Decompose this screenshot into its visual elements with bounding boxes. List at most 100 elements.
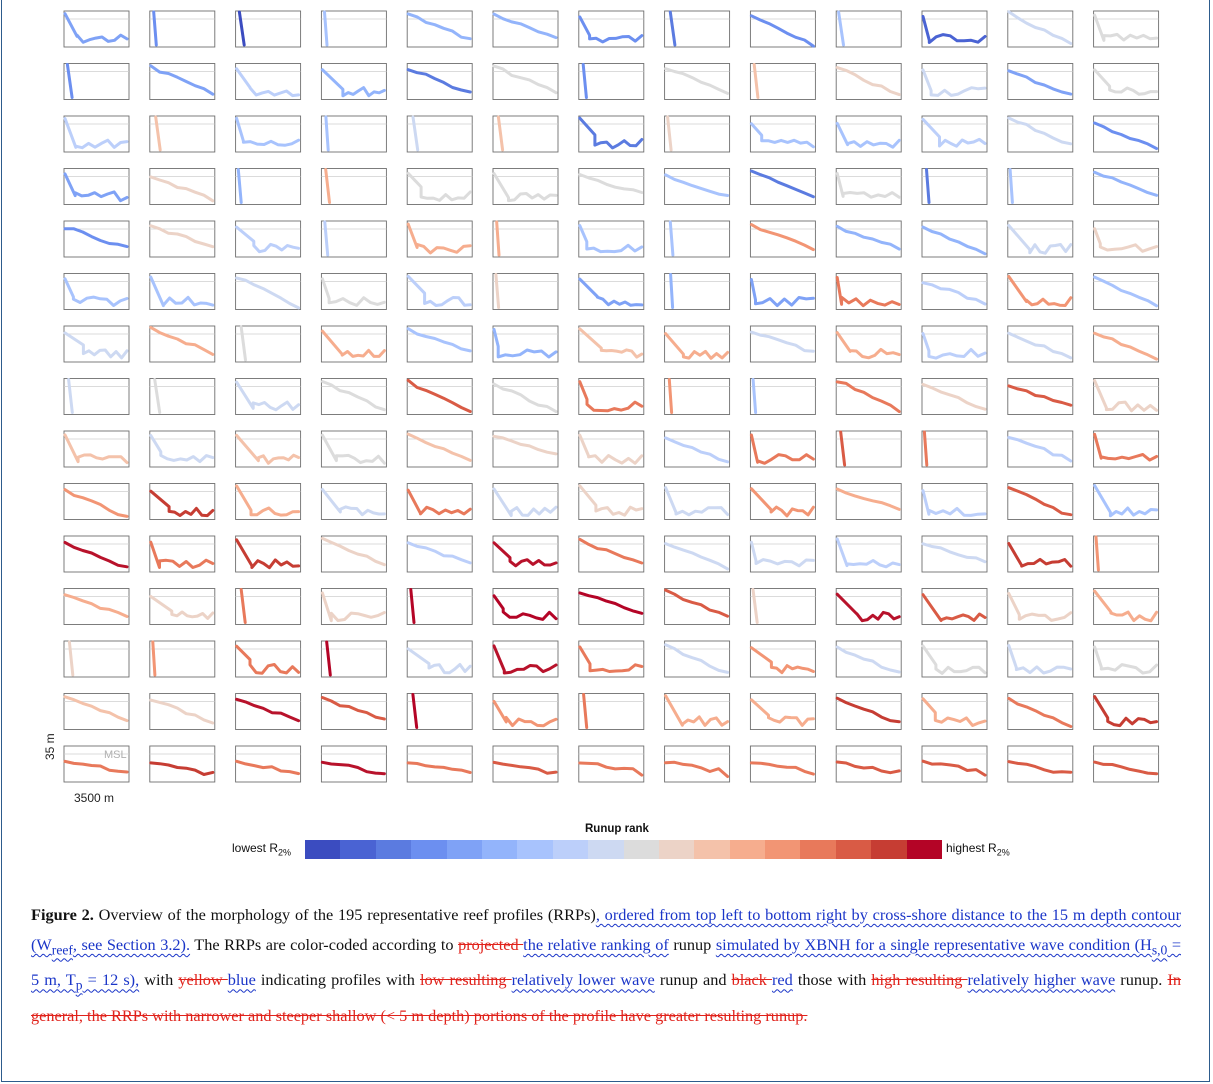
profile-panel (664, 640, 731, 678)
profile-panel (406, 430, 473, 468)
profile-curve (664, 486, 730, 517)
profile-curve (495, 220, 501, 257)
panel-frame (1007, 63, 1074, 100)
panel-frame (149, 378, 216, 415)
panel-frame (406, 588, 473, 625)
profile-panel (149, 640, 216, 678)
colorbar-segment (800, 840, 836, 859)
figure-caption: Figure 2. Overview of the morphology of … (31, 900, 1181, 1031)
caption-segment: indicating profiles with (255, 970, 421, 990)
profile-panel (664, 378, 731, 415)
profile-curve (63, 277, 129, 307)
profile-curve (235, 484, 301, 517)
profile-curve (578, 15, 644, 44)
profile-curve (749, 487, 815, 518)
profile-curve (406, 274, 472, 307)
profile-curve (749, 330, 815, 353)
profile-curve (1093, 432, 1159, 462)
profile-curve (664, 542, 730, 571)
profile-panel (492, 325, 559, 363)
caption-segment: the relative ranking of (523, 935, 669, 954)
profile-panel (835, 10, 902, 48)
profile-curve (751, 588, 759, 624)
panel-frame (1093, 535, 1160, 573)
panel-frame (1093, 378, 1160, 415)
profile-curve (492, 172, 558, 203)
colorbar-segment (658, 840, 695, 859)
profile-curve (1007, 275, 1073, 307)
profile-panel (492, 693, 559, 730)
profile-curve (835, 66, 901, 97)
profile-curve (149, 761, 215, 776)
colorbar-segment (446, 840, 482, 859)
panel-frame (1093, 430, 1160, 468)
profile-panel (835, 640, 902, 678)
profile-curve (1093, 331, 1159, 361)
profile-curve (151, 640, 157, 677)
profile-panel (320, 693, 387, 730)
profile-panel (63, 430, 130, 468)
panel-frame (749, 378, 816, 415)
panel-frame (320, 220, 387, 258)
panel-frame (149, 63, 216, 100)
panel-frame (320, 115, 387, 153)
profile-panel (235, 63, 302, 100)
profile-panel (406, 378, 473, 415)
profile-curve (1093, 695, 1159, 728)
colorbar (305, 840, 943, 859)
profile-curve (149, 698, 215, 725)
profile-panel (1007, 588, 1074, 625)
profile-panel (492, 273, 559, 310)
panel-frame (235, 220, 302, 258)
profile-curve (63, 488, 129, 518)
profile-panel (664, 745, 731, 783)
panel-frame (235, 588, 302, 625)
caption-segment: = 12 s), (82, 970, 140, 990)
profile-panel (235, 535, 302, 573)
panel-frame (235, 640, 302, 678)
profile-panel (835, 168, 902, 205)
profile-panel (63, 325, 130, 363)
panel-frame (1093, 325, 1160, 363)
profile-panel (320, 115, 387, 153)
profile-panel (406, 325, 473, 363)
profile-curve (921, 68, 987, 97)
colorbar-segment (411, 840, 447, 859)
panel-frame (835, 483, 902, 520)
profile-curve (1007, 116, 1073, 146)
profile-panel (235, 430, 302, 468)
profile-curve (149, 434, 215, 464)
profile-curve (492, 594, 558, 621)
profile-curve (67, 640, 75, 677)
profile-panel (406, 535, 473, 573)
profile-curve (406, 68, 472, 94)
profile-panel (149, 325, 216, 363)
profile-curve (239, 588, 247, 624)
profile-panel (1093, 483, 1160, 520)
profile-panel (578, 430, 645, 468)
panel-frame (406, 640, 473, 678)
profile-curve (492, 699, 558, 728)
profile-panel (235, 640, 302, 678)
profile-curve (1093, 645, 1159, 675)
colorbar-title: Runup rank (585, 823, 649, 835)
profile-curve (749, 698, 815, 727)
profile-panel (664, 63, 731, 100)
profile-curve (406, 647, 472, 675)
caption-segment: yellow (178, 970, 228, 990)
profile-panel (749, 588, 816, 625)
colorbar-segment (835, 840, 872, 859)
panel-frame (63, 640, 130, 678)
panel-frame (664, 483, 731, 520)
profile-grid: MSL (63, 10, 1160, 783)
profile-panel (1007, 640, 1074, 678)
caption-segment: low resulting (420, 970, 512, 990)
profile-panel (63, 745, 130, 783)
profile-curve (921, 697, 987, 727)
panel-frame (492, 115, 559, 153)
profile-panel (749, 115, 816, 153)
profile-panel (320, 483, 387, 520)
profile-curve (578, 277, 644, 307)
profile-curve (492, 644, 558, 675)
profile-panel (578, 588, 645, 625)
